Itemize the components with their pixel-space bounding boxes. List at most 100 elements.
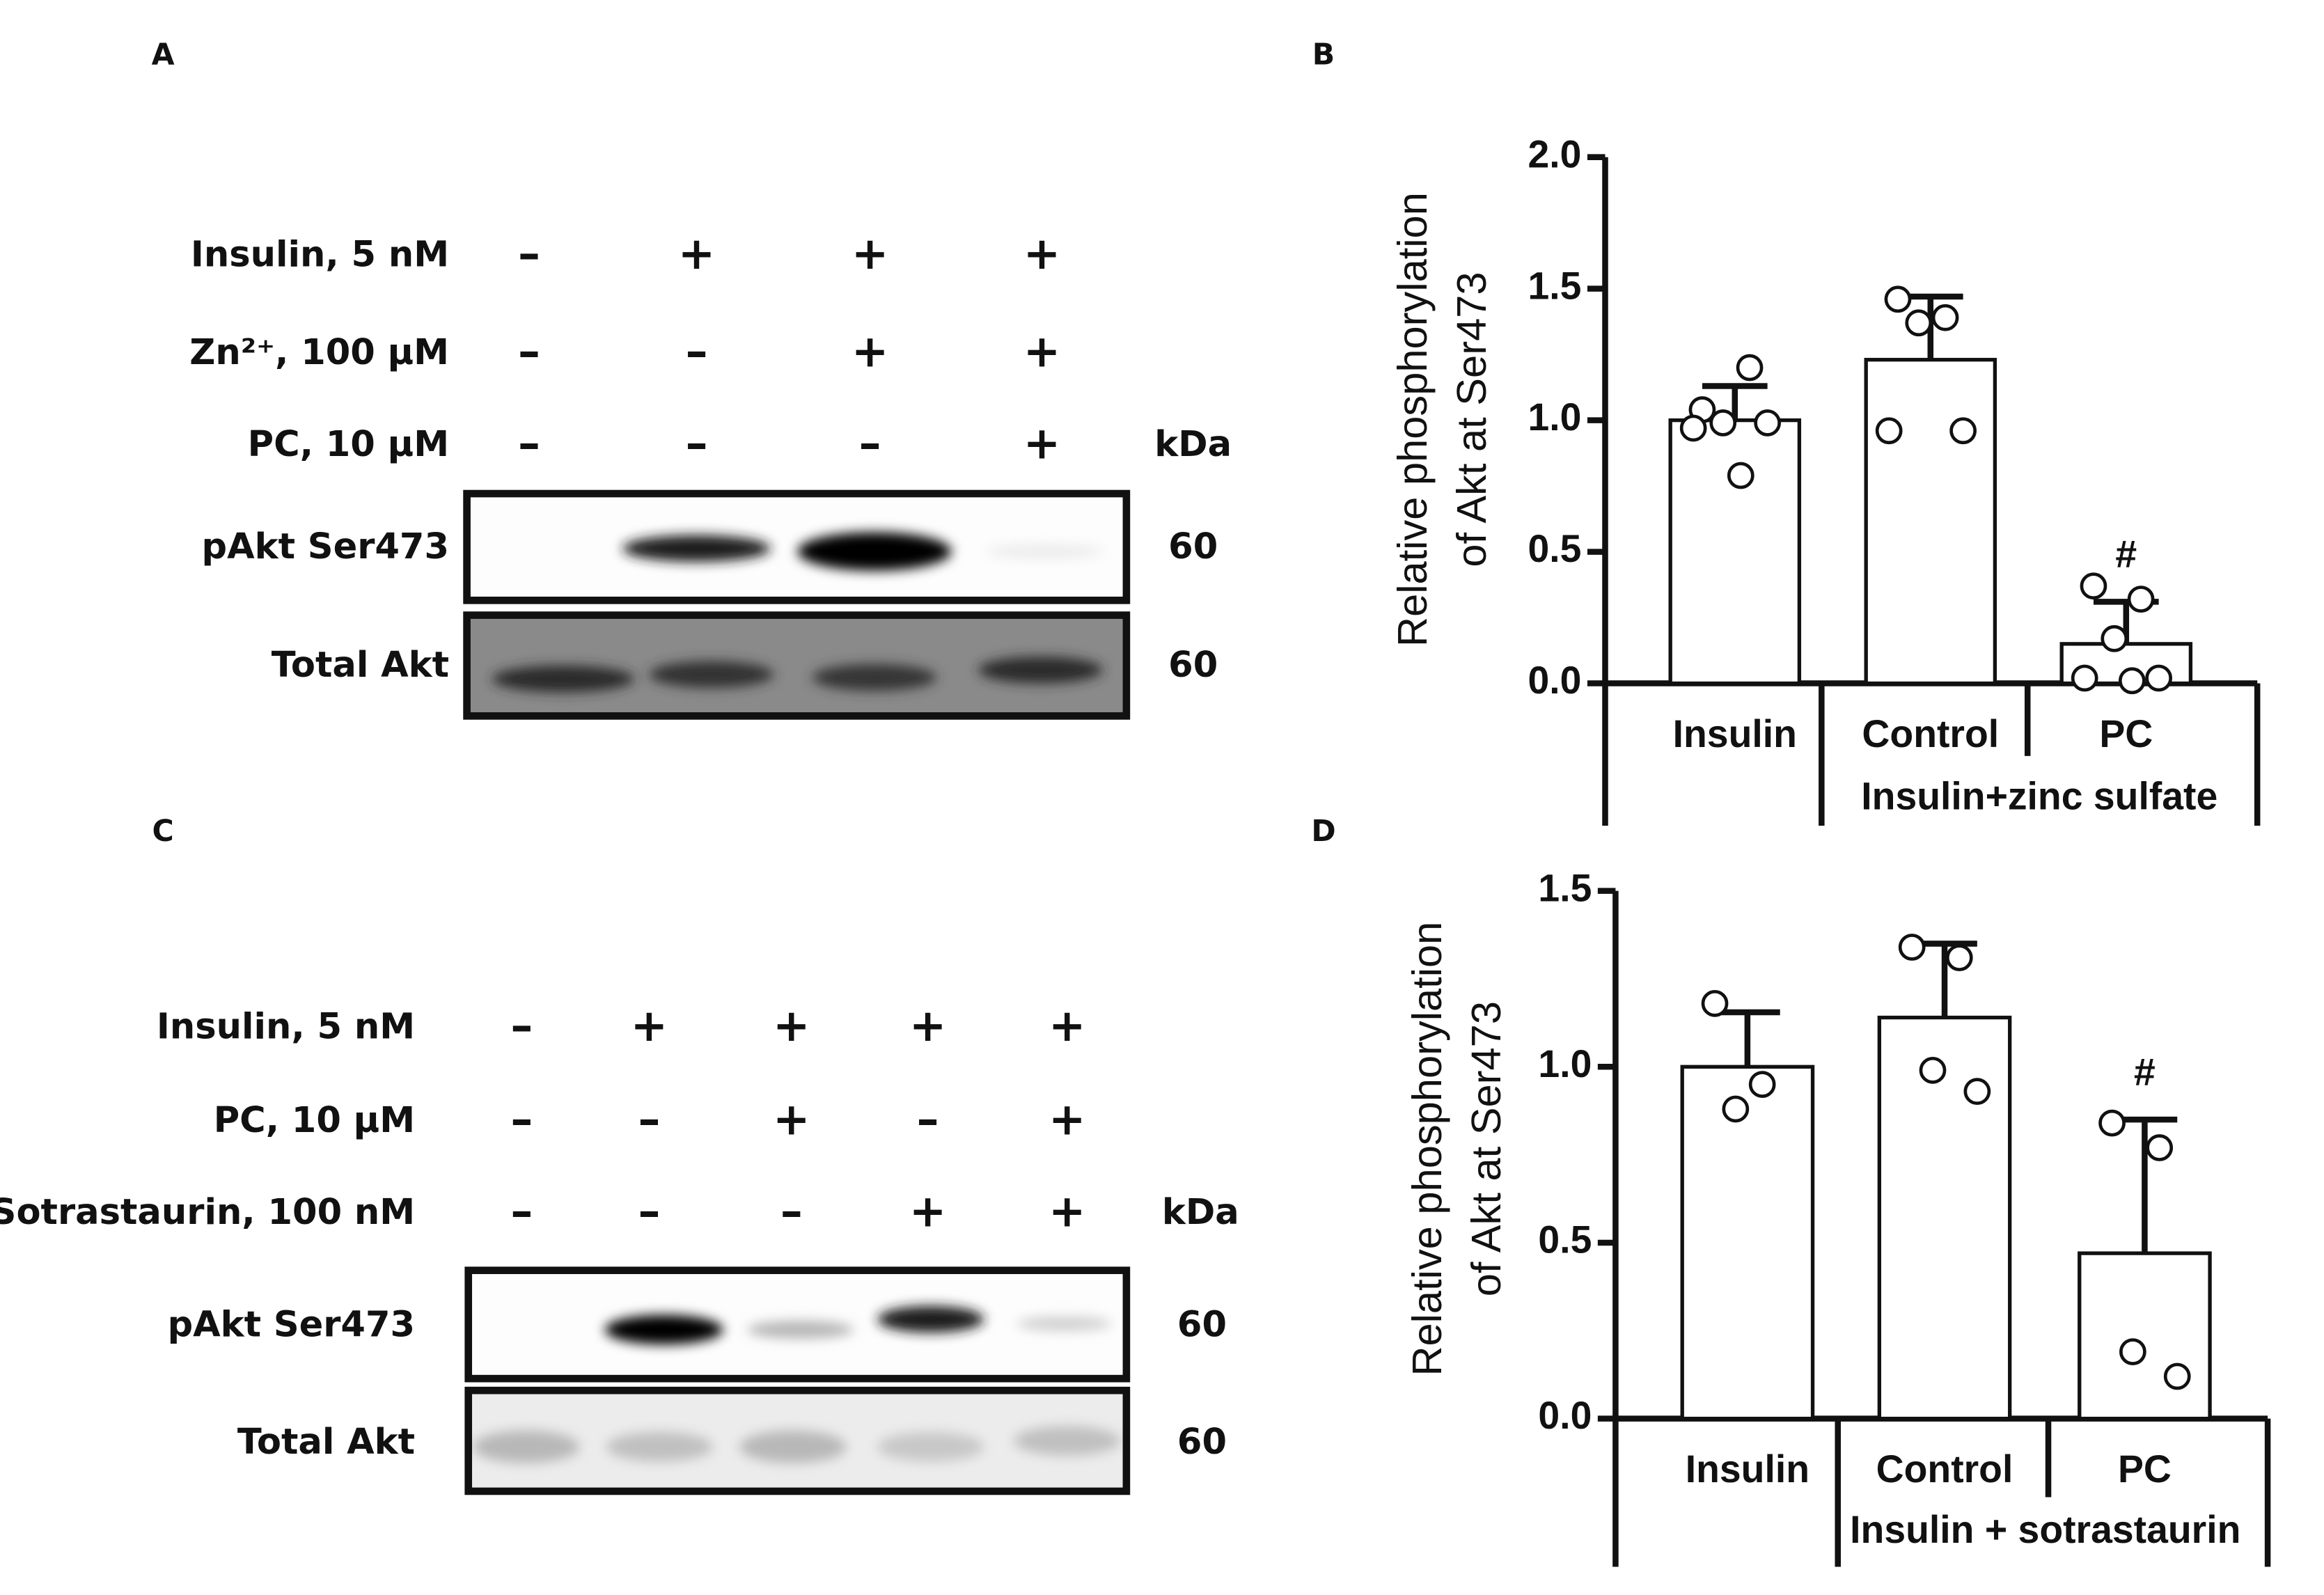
sign: +	[1049, 1186, 1086, 1237]
group-label: Insulin+zinc sulfate	[1861, 774, 2217, 817]
y-axis-label: of Akt at Ser473	[1463, 1001, 1509, 1296]
data-point	[1945, 944, 1973, 972]
bar	[1864, 358, 1997, 686]
sign: –	[859, 418, 881, 469]
panel-label: C	[152, 814, 174, 849]
data-point	[2127, 586, 2155, 613]
y-axis-label: of Akt at Ser473	[1448, 272, 1495, 567]
band	[606, 1431, 713, 1462]
panel-label: B	[1312, 37, 1335, 72]
x-tick-label: PC	[2118, 1447, 2172, 1491]
chart: B Relative phosphorylation of Akt at Ser47…	[1312, 37, 2261, 826]
kda-label: 60	[1177, 1305, 1227, 1346]
panel-label: D	[1311, 814, 1335, 849]
blot-frame	[463, 489, 1131, 604]
annotation: #	[2134, 1051, 2156, 1094]
band	[985, 544, 1104, 559]
data-point	[2146, 1134, 2174, 1161]
data-point	[2118, 667, 2146, 695]
error-bar	[1715, 1009, 1780, 1067]
sign: –	[510, 1094, 533, 1145]
sign: +	[678, 228, 716, 280]
sign: –	[638, 1094, 660, 1145]
sign: +	[773, 1094, 810, 1145]
sign: –	[686, 418, 708, 469]
kda-label: 60	[1168, 526, 1218, 567]
sign: +	[1049, 1000, 1086, 1052]
y-tick-label: 1.0	[1528, 395, 1582, 439]
data-point	[2080, 572, 2107, 600]
band	[473, 1430, 580, 1463]
band	[649, 661, 774, 688]
y-tick-label: 1.5	[1538, 866, 1592, 909]
sign: +	[773, 1000, 810, 1052]
y-tick-label: 0.0	[1538, 1394, 1592, 1437]
sign: –	[780, 1186, 803, 1237]
unit-label: kDa	[1154, 424, 1232, 465]
y-axis-label: Relative phosphorylation	[1404, 922, 1450, 1376]
y-axis-label: Relative phosphorylation	[1389, 192, 1436, 647]
y-tick-label: 0.5	[1538, 1218, 1592, 1262]
data-point	[1949, 417, 1977, 445]
data-point	[2145, 664, 2173, 692]
data-point	[1875, 417, 1903, 445]
data-point	[1963, 1078, 1991, 1106]
condition-label: Insulin, 5 nM	[191, 234, 449, 275]
band	[877, 1305, 984, 1333]
bar	[1680, 1064, 1815, 1421]
sign: –	[518, 418, 540, 469]
band	[622, 535, 771, 562]
blot-c-images	[464, 1266, 1131, 1495]
unit-label: kDa	[1162, 1192, 1239, 1233]
condition-label: Zn²⁺, 100 µM	[189, 332, 449, 373]
sign: –	[510, 1000, 533, 1052]
sign: –	[638, 1186, 660, 1237]
data-point	[2101, 624, 2128, 652]
blot-frame	[464, 1266, 1131, 1383]
condition-label: Insulin, 5 nM	[157, 1007, 415, 1048]
band	[1016, 1316, 1112, 1332]
condition-label: PC, 10 µM	[248, 424, 449, 465]
annotation: #	[2115, 533, 2137, 576]
data-point	[1709, 409, 1737, 437]
sign: –	[686, 326, 708, 377]
kda-label: 60	[1168, 645, 1218, 686]
sign: +	[1023, 326, 1061, 377]
y-tick-label: 1.0	[1538, 1042, 1592, 1085]
data-point	[1722, 1095, 1750, 1123]
condition-label: PC, 10 µM	[214, 1100, 415, 1141]
band	[604, 1314, 723, 1345]
sign: +	[1049, 1094, 1086, 1145]
data-point	[1931, 304, 1959, 331]
data-point	[1884, 285, 1912, 313]
data-point	[1748, 1071, 1776, 1098]
bar	[1668, 418, 1802, 686]
band-label: pAkt Ser473	[202, 526, 449, 567]
sign: –	[518, 228, 540, 280]
sign: +	[1023, 228, 1061, 280]
band	[797, 532, 952, 571]
sign: +	[909, 1000, 947, 1052]
y-tick-label: 2.0	[1528, 132, 1582, 175]
data-point	[2071, 664, 2098, 692]
blot-frame	[464, 1386, 1131, 1495]
band-label: pAkt Ser473	[168, 1305, 415, 1346]
kda-label: 60	[1177, 1422, 1227, 1463]
y-tick-label: 0.5	[1528, 527, 1582, 570]
data-point	[1905, 309, 1933, 337]
data-point	[1898, 934, 1926, 961]
y-tick-label: 0.0	[1528, 659, 1582, 702]
x-tick-label: Insulin	[1673, 712, 1797, 755]
band	[978, 657, 1103, 684]
band	[746, 1321, 854, 1339]
bar	[2078, 1251, 2212, 1421]
data-point	[2098, 1109, 2126, 1137]
data-point	[2163, 1362, 2191, 1390]
data-point	[1754, 409, 1781, 437]
band	[492, 666, 635, 693]
sign: +	[909, 1186, 947, 1237]
data-point	[1727, 462, 1754, 489]
sign: –	[518, 326, 540, 377]
chart: D Relative phosphorylation of Akt at Ser47…	[1311, 814, 2271, 1567]
data-point	[1919, 1056, 1947, 1084]
